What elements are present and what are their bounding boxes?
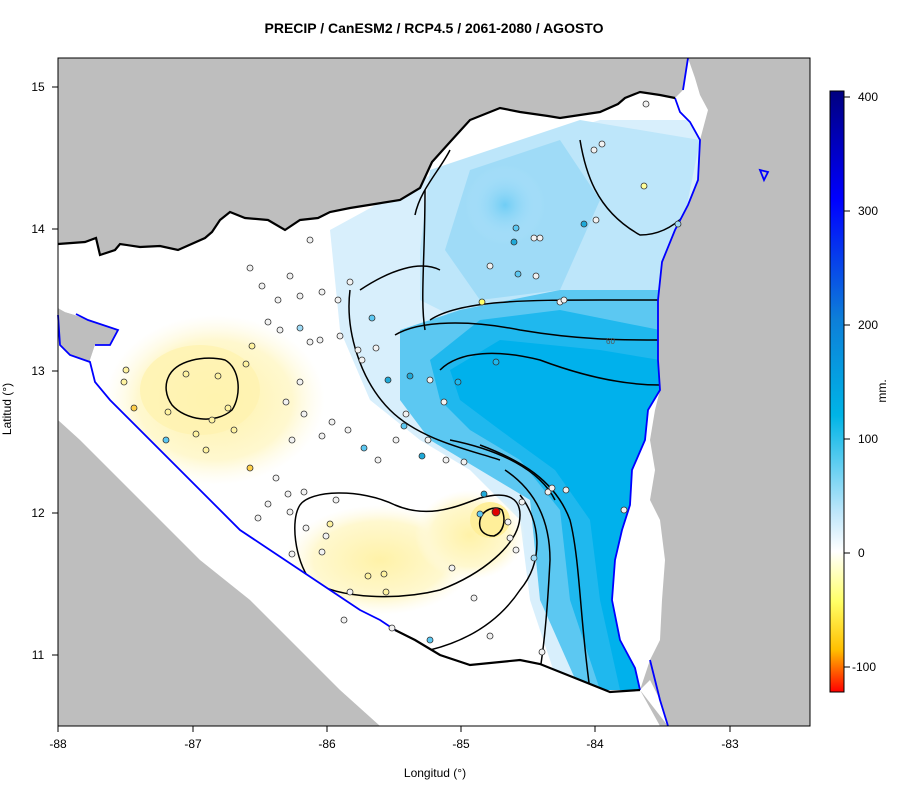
station-points <box>120 100 682 656</box>
colorbar: 400 300 200 100 0 -100 <box>829 90 878 693</box>
y-tick-label: 11 <box>32 648 45 662</box>
contour-label: 60 <box>606 337 615 346</box>
contour-lines <box>165 139 686 691</box>
precip-field <box>58 92 700 692</box>
colorbar-tick-label: 100 <box>858 432 878 446</box>
y-tick-label: 14 <box>31 222 45 236</box>
y-tick-label: 12 <box>31 506 45 520</box>
x-tick-labels: -88 -87 -86 -85 -84 -83 <box>49 737 739 751</box>
y-tick-label: 13 <box>31 364 45 378</box>
map-title: PRECIP / CanESM2 / RCP4.5 / 2061-2080 / … <box>264 20 604 36</box>
x-tick-label: -85 <box>452 737 470 751</box>
colorbar-tick-label: 400 <box>858 90 878 104</box>
plot-panel: 60 <box>57 57 811 727</box>
country-border <box>57 90 676 694</box>
colorbar-tick-label: 300 <box>858 204 878 218</box>
colorbar-tick-label: -100 <box>852 660 876 674</box>
x-tick-label: -84 <box>586 737 604 751</box>
y-tick-label: 15 <box>31 80 45 94</box>
x-axis <box>57 725 731 732</box>
colorbar-tick-label: 200 <box>858 318 878 332</box>
coastline <box>57 57 770 727</box>
y-tick-labels: 11 12 13 14 15 <box>31 80 45 662</box>
x-tick-label: -88 <box>49 737 67 751</box>
colorbar-units-label: mm. <box>875 379 889 403</box>
x-axis-label: Longitud (°) <box>403 766 467 780</box>
x-tick-label: -83 <box>721 737 739 751</box>
x-tick-label: -87 <box>184 737 202 751</box>
x-tick-label: -86 <box>318 737 336 751</box>
neighbor-land <box>58 58 810 726</box>
y-axis-label: Latitud (°) <box>0 382 14 436</box>
y-axis <box>52 86 59 656</box>
colorbar-tick-label: 0 <box>858 546 865 560</box>
